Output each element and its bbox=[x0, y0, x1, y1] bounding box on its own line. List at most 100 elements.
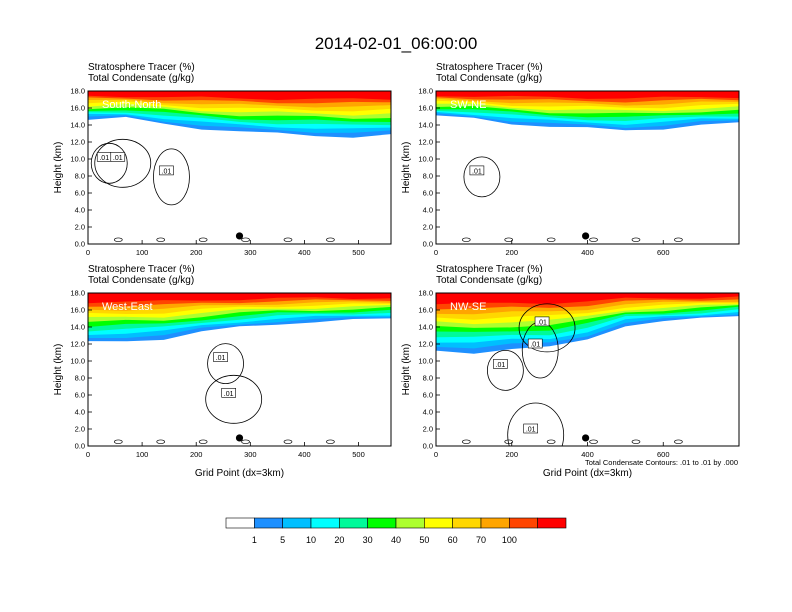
surface-contour bbox=[461, 237, 471, 242]
condensate-contour bbox=[153, 148, 190, 206]
surface-contour bbox=[156, 439, 166, 444]
surface-contour bbox=[589, 439, 598, 444]
condensate-contour bbox=[486, 349, 524, 391]
plot-area: .01 .01 bbox=[88, 293, 391, 446]
y-tick-label: 6.0 bbox=[75, 189, 85, 198]
y-tick-label: 16.0 bbox=[418, 104, 433, 113]
y-tick-label: 8.0 bbox=[75, 374, 85, 383]
y-tick-label: 4.0 bbox=[423, 206, 433, 215]
surface-contour bbox=[326, 237, 335, 242]
tracer-band-10 bbox=[436, 293, 739, 305]
x-axis-label: Grid Point (dx=3km) bbox=[543, 468, 632, 479]
contour-label-box bbox=[534, 316, 550, 327]
x-tick-label: 200 bbox=[190, 450, 203, 459]
tracer-band-10 bbox=[436, 91, 739, 99]
contour-label-box bbox=[110, 152, 126, 162]
contour-label: .01 bbox=[113, 155, 123, 162]
panel-0: Stratosphere Tracer (%)Total Condensate … bbox=[53, 62, 392, 257]
panel-header-condensate: Total Condensate (g/kg) bbox=[88, 73, 194, 84]
y-tick-label: 16.0 bbox=[418, 306, 433, 315]
colorbar-swatch bbox=[254, 517, 283, 529]
panel-header-tracer: Stratosphere Tracer (%) bbox=[88, 264, 195, 275]
surface-contour bbox=[326, 439, 335, 444]
panels: Stratosphere Tracer (%)Total Condensate … bbox=[53, 62, 740, 479]
colorbar-swatch bbox=[282, 517, 312, 529]
surface-contour bbox=[631, 237, 641, 242]
plot-area: .01 .01 .01 .01 bbox=[436, 293, 739, 446]
y-tick-label: 8.0 bbox=[423, 172, 433, 181]
y-tick-label: 18.0 bbox=[70, 87, 85, 96]
colorbar-label: 100 bbox=[502, 535, 517, 545]
surface-contour bbox=[156, 237, 166, 242]
surface-contour bbox=[198, 439, 208, 444]
y-axis-label: Height (km) bbox=[53, 142, 64, 194]
y-axis-label: Height (km) bbox=[401, 142, 412, 194]
x-tick-label: 500 bbox=[352, 248, 365, 257]
contour-label-box bbox=[493, 359, 508, 369]
location-marker bbox=[235, 434, 244, 442]
x-tick-label: 500 bbox=[352, 450, 365, 459]
y-tick-label: 8.0 bbox=[423, 374, 433, 383]
surface-contour bbox=[113, 439, 123, 444]
colorbar-label: 10 bbox=[306, 535, 316, 545]
contour-label-box bbox=[469, 165, 485, 176]
y-tick-label: 2.0 bbox=[75, 223, 85, 232]
colorbar-swatch bbox=[509, 517, 538, 529]
x-tick-label: 0 bbox=[86, 450, 90, 459]
x-tick-label: 0 bbox=[434, 450, 438, 459]
plot-area: .01 bbox=[436, 91, 739, 244]
y-tick-label: 8.0 bbox=[75, 172, 85, 181]
tracer-band-10 bbox=[88, 91, 391, 100]
y-tick-label: 18.0 bbox=[418, 289, 433, 298]
location-marker bbox=[582, 434, 590, 442]
y-tick-label: 4.0 bbox=[75, 206, 85, 215]
y-tick-label: 16.0 bbox=[70, 306, 85, 315]
colorbar-swatch bbox=[339, 517, 368, 529]
panel-header-tracer: Stratosphere Tracer (%) bbox=[88, 62, 195, 73]
contour-label: .01 bbox=[216, 355, 226, 362]
y-tick-label: 12.0 bbox=[70, 340, 85, 349]
colorbar-label: 60 bbox=[448, 535, 458, 545]
panel-3: Stratosphere Tracer (%)Total Condensate … bbox=[401, 264, 740, 479]
surface-contour bbox=[674, 237, 683, 242]
x-tick-label: 100 bbox=[136, 248, 149, 257]
surface-contour bbox=[504, 439, 514, 444]
surface-contour bbox=[461, 439, 471, 444]
surface-contour bbox=[283, 237, 293, 242]
colorbar: 1 5 10 20 30 40 50 60 70 100 bbox=[225, 517, 567, 545]
contour-label-box bbox=[159, 165, 174, 176]
panel-label: SW-NE bbox=[450, 99, 486, 111]
y-tick-label: 10.0 bbox=[418, 357, 433, 366]
contour-label: .01 bbox=[537, 319, 547, 326]
y-tick-label: 2.0 bbox=[423, 425, 433, 434]
colorbar-label: 1 bbox=[252, 535, 257, 545]
panel-label: South-North bbox=[102, 99, 161, 111]
x-tick-label: 400 bbox=[298, 450, 311, 459]
y-tick-label: 14.0 bbox=[418, 323, 433, 332]
contour-label-box bbox=[523, 423, 538, 434]
panel-label: NW-SE bbox=[450, 301, 486, 313]
y-tick-label: 14.0 bbox=[70, 323, 85, 332]
x-tick-label: 400 bbox=[298, 248, 311, 257]
y-tick-label: 6.0 bbox=[423, 189, 433, 198]
figure-title: 2014-02-01_06:00:00 bbox=[315, 34, 478, 53]
condensate-contour bbox=[207, 343, 244, 385]
condensate-contour bbox=[94, 138, 152, 188]
panel-header-condensate: Total Condensate (g/kg) bbox=[436, 73, 542, 84]
x-tick-label: 400 bbox=[581, 450, 594, 459]
y-tick-label: 6.0 bbox=[75, 391, 85, 400]
condensate-contour bbox=[518, 303, 576, 353]
y-tick-label: 18.0 bbox=[418, 87, 433, 96]
surface-contour bbox=[113, 237, 123, 242]
colorbar-label: 50 bbox=[419, 535, 429, 545]
colorbar-swatch bbox=[367, 517, 397, 529]
surface-contour bbox=[241, 439, 250, 444]
y-tick-label: 4.0 bbox=[75, 408, 85, 417]
x-tick-label: 400 bbox=[581, 248, 594, 257]
surface-contour bbox=[546, 237, 556, 242]
surface-contour bbox=[631, 439, 641, 444]
condensate-contour bbox=[507, 402, 565, 446]
x-tick-label: 200 bbox=[505, 248, 518, 257]
y-tick-label: 12.0 bbox=[418, 138, 433, 147]
